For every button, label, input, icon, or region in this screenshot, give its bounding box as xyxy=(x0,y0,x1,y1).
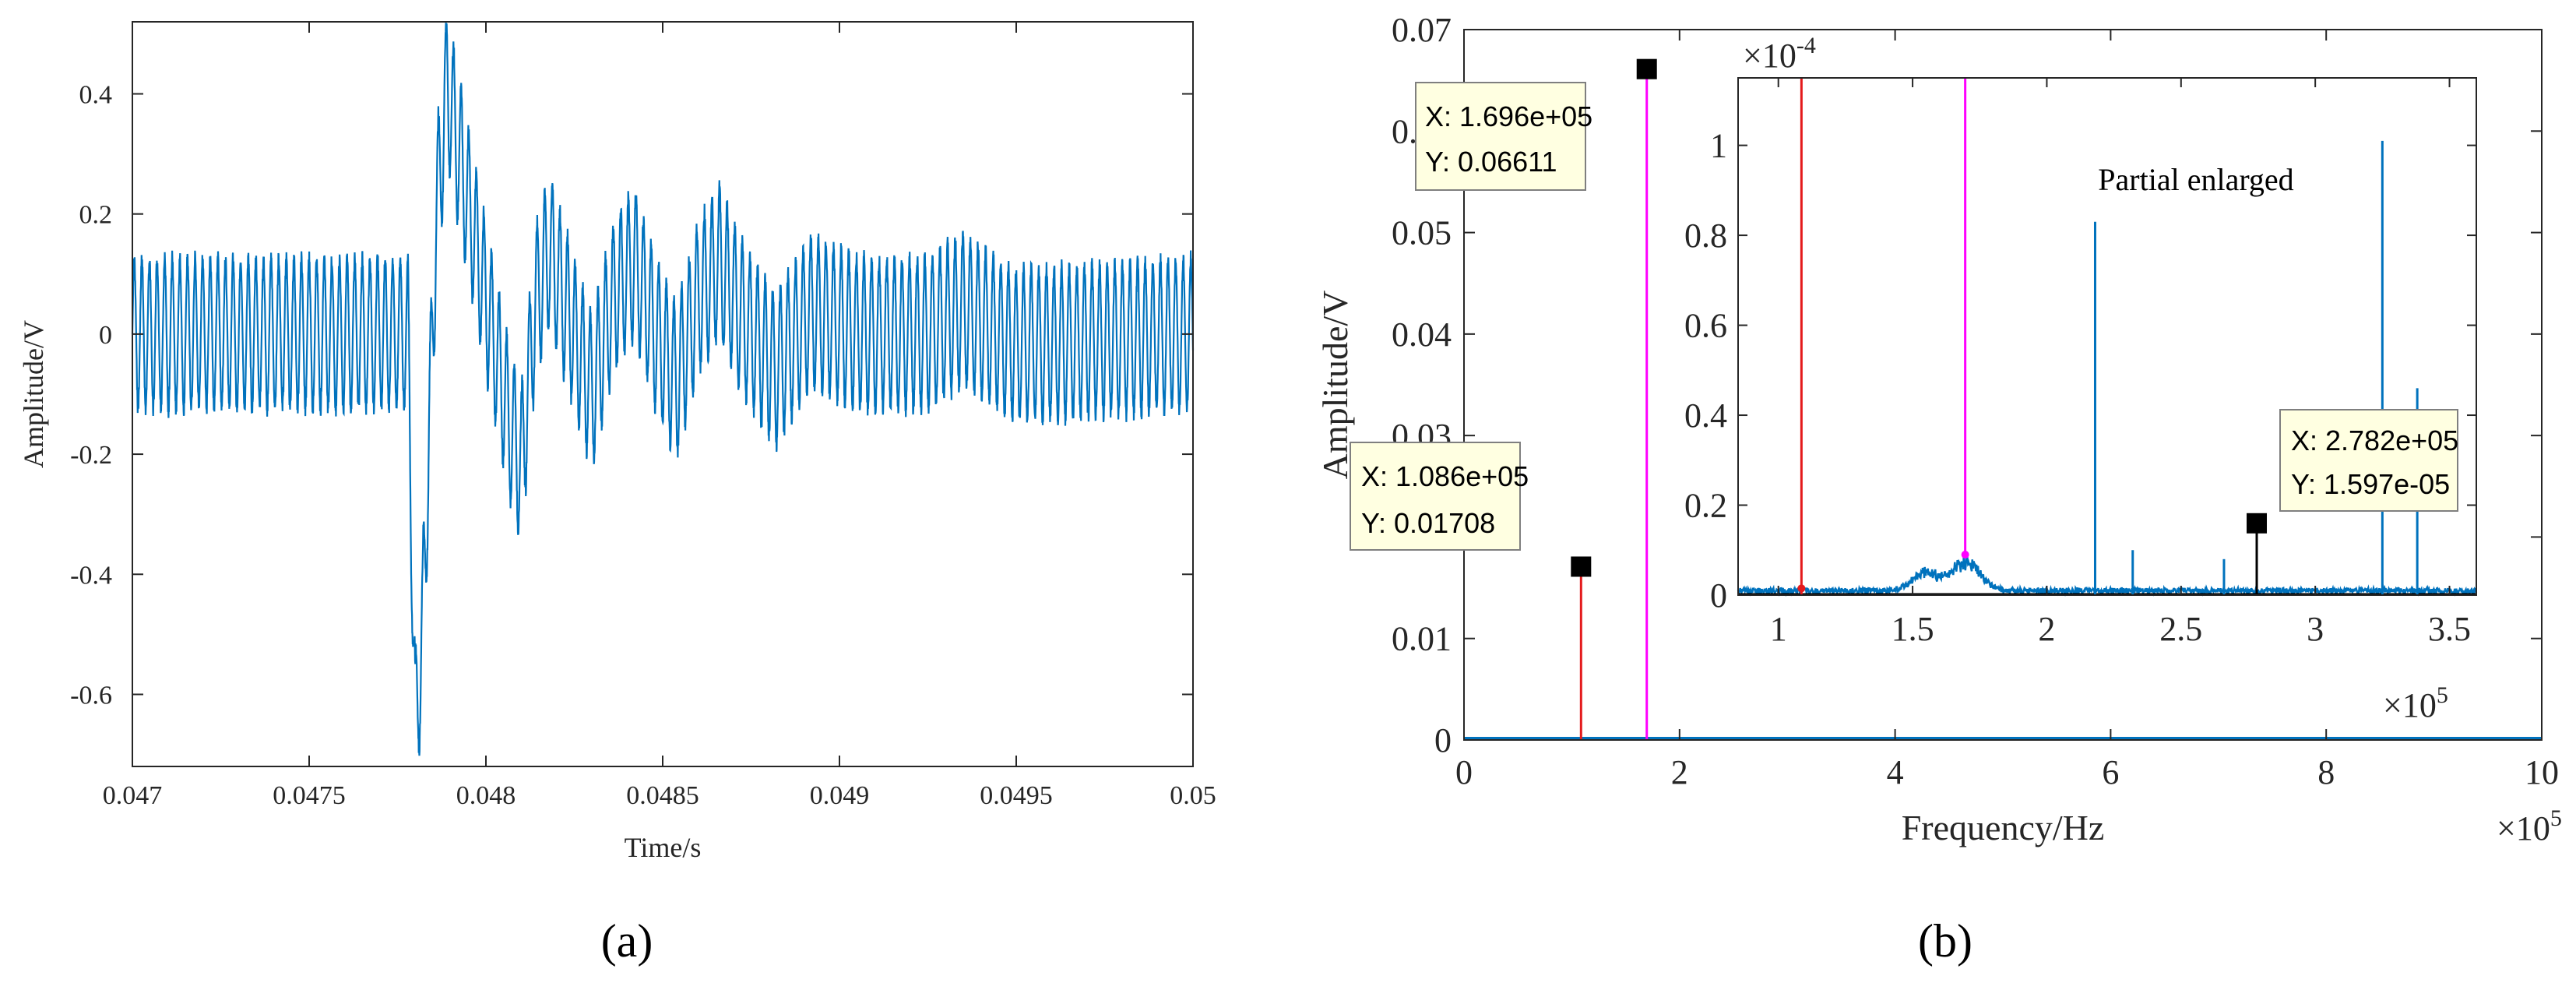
datatip-2-y: Y: 0.06611 xyxy=(1425,146,1557,178)
panel-a-ytick-label: 0 xyxy=(99,321,112,350)
panel-a-ylabel: Amplitude/V xyxy=(18,320,49,468)
inset-ytick-label: 1 xyxy=(1710,127,1727,165)
panel-b-x-multiplier-exp: 5 xyxy=(2550,805,2562,831)
datatip-2-x: X: 1.696e+05 xyxy=(1425,100,1592,132)
panel-b-ytick-label: 0.01 xyxy=(1392,620,1452,658)
inset-xtick-label: 1.5 xyxy=(1892,610,1934,648)
panel-b-peak-marker-1 xyxy=(1571,556,1592,577)
datatip-2-box xyxy=(1415,82,1586,191)
inset-peak-dot-1 xyxy=(1797,584,1806,593)
inset-xtick-label: 2.5 xyxy=(2159,610,2202,648)
panel-b-x-multiplier: ×105 xyxy=(2497,805,2562,847)
panel-b-ylabel: Amplitude/V xyxy=(1315,291,1355,480)
panel-a-xtick-label: 0.047 xyxy=(103,781,163,810)
datatip-inset-box xyxy=(2279,409,2458,512)
inset-xtick-label: 2 xyxy=(2038,610,2055,648)
inset-axes-box xyxy=(1737,77,2477,596)
panel-b-xtick-label: 0 xyxy=(1455,753,1473,791)
panel-a-xtick-label: 0.0485 xyxy=(626,781,699,810)
inset-title: Partial enlarged xyxy=(2098,162,2293,197)
inset-x-multiplier: ×105 xyxy=(2383,682,2448,724)
datatip-inset-y: Y: 1.597e-05 xyxy=(2291,468,2450,500)
panel-b-xtick-label: 6 xyxy=(2102,753,2119,791)
panel-b-ytick-label: 0.07 xyxy=(1392,11,1452,49)
inset-marker xyxy=(2247,513,2268,534)
datatip-1: X: 1.086e+05 Y: 0.01708 xyxy=(1350,442,1529,551)
inset-xtick-label: 3 xyxy=(2307,610,2324,648)
inset-ytick-label: 0 xyxy=(1710,576,1727,615)
panel-b-x-multiplier-base: ×10 xyxy=(2497,809,2550,847)
inset-y-multiplier-base: ×10 xyxy=(1743,37,1797,75)
panel-a-xtick-label: 0.0475 xyxy=(273,781,346,810)
panel-a-signal-group xyxy=(131,23,1195,756)
panel-a-xlabel: Time/s xyxy=(625,832,702,863)
panel-a-plot-area xyxy=(132,22,1193,766)
panel-a-ticks: 0.047 0.0475 0.048 0.0485 0.049 0.0495 0.05 -0.… xyxy=(70,22,1216,810)
panel-b-ytick-label: 0 xyxy=(1434,721,1452,759)
panel-a-ytick-label: -0.6 xyxy=(70,681,112,710)
panel-a: 0.047 0.0475 0.048 0.0485 0.049 0.0495 0.05 -0.… xyxy=(18,21,1216,967)
panel-a-ytick-label: -0.2 xyxy=(70,441,112,470)
panel-b-xtick-label: 4 xyxy=(1887,753,1904,791)
datatip-inset-x: X: 2.782e+05 xyxy=(2291,425,2458,456)
inset-ytick-label: 0.2 xyxy=(1684,487,1727,525)
inset-y-multiplier-exp: -4 xyxy=(1797,33,1816,58)
datatip-2: X: 1.696e+05 Y: 0.06611 xyxy=(1415,82,1592,191)
panel-a-ytick-label: 0.2 xyxy=(79,201,113,230)
panel-a-ytick-label: 0.4 xyxy=(79,81,113,110)
inset-x-multiplier-exp: 5 xyxy=(2437,682,2448,708)
inset-spectrum-line xyxy=(1737,551,2478,597)
datatip-1-y: Y: 0.01708 xyxy=(1361,507,1495,539)
panel-b-peak-marker-2 xyxy=(1636,58,1657,79)
datatip-inset: X: 2.782e+05 Y: 1.597e-05 xyxy=(2279,409,2458,512)
panel-a-xtick-label: 0.048 xyxy=(456,781,516,810)
inset-ticks: 1 1.5 2 2.5 3 3.5 0 0.2 0.4 0.6 0.8 1 xyxy=(1684,78,2476,648)
panel-b-xtick-label: 2 xyxy=(1671,753,1688,791)
inset-x-multiplier-base: ×10 xyxy=(2383,686,2437,724)
panel-a-xtick-label: 0.049 xyxy=(810,781,870,810)
panel-a-ytick-label: -0.4 xyxy=(70,561,112,590)
panel-b-xtick-label: 8 xyxy=(2317,753,2335,791)
panel-a-signal-line xyxy=(131,23,1195,756)
panel-a-xtick-label: 0.0495 xyxy=(980,781,1053,810)
panel-b-ytick-label: 0.04 xyxy=(1392,315,1452,354)
inset-ytick-label: 0.4 xyxy=(1684,396,1727,435)
inset-ytick-label: 0.6 xyxy=(1684,307,1727,345)
inset-ytick-label: 0.8 xyxy=(1684,217,1727,255)
panel-a-xtick-label: 0.05 xyxy=(1170,781,1216,810)
panel-b-axes-box xyxy=(1463,29,2543,741)
panel-b-ytick-label: 0.05 xyxy=(1392,214,1452,252)
panel-b-label: (b) xyxy=(1918,915,1972,967)
panel-b-xtick-label: 10 xyxy=(2525,753,2559,791)
inset-xtick-label: 1 xyxy=(1770,610,1787,648)
panel-b-xlabel: Frequency/Hz xyxy=(1902,808,2105,847)
datatip-1-x: X: 1.086e+05 xyxy=(1361,460,1529,492)
datatip-1-box xyxy=(1350,442,1521,551)
inset-plot-area xyxy=(1738,78,2476,595)
inset-xtick-label: 3.5 xyxy=(2428,610,2471,648)
inset-peak-dot-2 xyxy=(1961,551,1969,559)
inset-y-multiplier: ×10-4 xyxy=(1743,33,1816,75)
panel-a-label: (a) xyxy=(601,915,653,967)
